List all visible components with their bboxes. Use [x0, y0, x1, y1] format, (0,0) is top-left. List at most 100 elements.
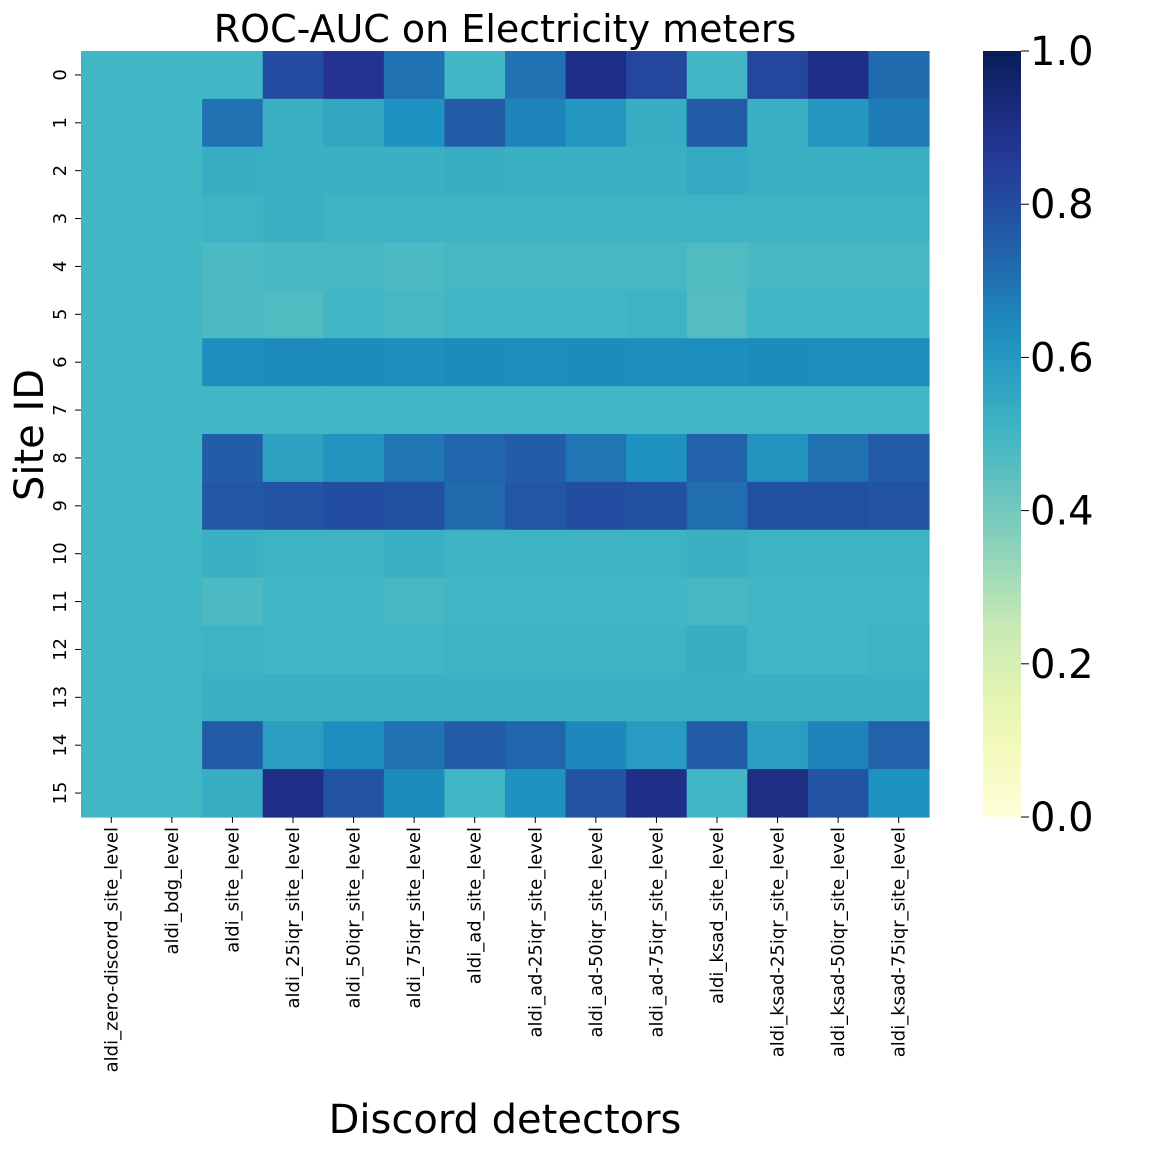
- heatmap-cell: [262, 194, 324, 244]
- heatmap-cell: [505, 51, 567, 100]
- heatmap-cell: [81, 386, 143, 435]
- x-tick-label: aldi_ksad-75iqr_site_level: [889, 827, 910, 1057]
- heatmap-cell: [686, 51, 748, 100]
- heatmap-cell: [565, 769, 627, 818]
- y-tick-label: 0: [50, 69, 71, 80]
- heatmap-cell: [747, 625, 809, 674]
- heatmap-cell: [141, 769, 203, 818]
- heatmap-cell: [807, 146, 870, 196]
- heatmap-cell: [505, 481, 567, 531]
- heatmap-cell: [747, 769, 809, 818]
- heatmap-cell: [505, 721, 567, 770]
- heatmap-cell: [444, 481, 506, 531]
- y-axis-label: Site ID: [7, 369, 53, 501]
- heatmap-cell: [505, 625, 567, 674]
- heatmap-cell: [626, 673, 688, 722]
- heatmap-cell: [81, 673, 143, 722]
- heatmap-cell: [686, 577, 748, 627]
- heatmap-cell: [747, 721, 809, 770]
- heatmap-cell: [868, 721, 930, 770]
- heatmap-cell: [626, 194, 688, 244]
- heatmap-cell: [565, 290, 627, 339]
- x-tick-label: aldi_zero-discord_site_level: [101, 827, 122, 1072]
- heatmap-cell: [202, 481, 264, 531]
- heatmap-cell: [444, 242, 506, 291]
- heatmap-cell: [807, 386, 870, 435]
- heatmap-cell: [202, 434, 264, 483]
- heatmap-cell: [383, 577, 446, 627]
- heatmap-cell: [505, 290, 567, 339]
- heatmap-cell: [686, 194, 748, 244]
- heatmap-cell: [868, 290, 930, 339]
- heatmap-cell: [383, 51, 446, 100]
- heatmap-cell: [747, 338, 809, 387]
- heatmap-cell: [444, 194, 506, 244]
- heatmap-cell: [81, 434, 143, 483]
- heatmap-cell: [868, 51, 930, 100]
- heatmap-cell: [262, 290, 324, 339]
- heatmap-cell: [323, 386, 385, 435]
- heatmap-cell: [202, 242, 264, 291]
- heatmap-cell: [383, 481, 446, 531]
- heatmap-cells: [81, 51, 930, 818]
- heatmap-cell: [262, 51, 324, 100]
- heatmap-cell: [202, 98, 264, 148]
- heatmap-cell: [505, 386, 567, 435]
- heatmap-cell: [868, 386, 930, 435]
- y-tick-label: 12: [50, 638, 71, 661]
- heatmap-cell: [323, 769, 385, 818]
- heatmap-cell: [626, 577, 688, 627]
- heatmap-cell: [868, 338, 930, 387]
- heatmap-cell: [626, 529, 688, 579]
- heatmap-cell: [807, 194, 870, 244]
- heatmap-cell: [262, 338, 324, 387]
- y-tick-label: 3: [50, 213, 71, 224]
- y-tick-label: 9: [50, 500, 71, 511]
- heatmap-cell: [505, 434, 567, 483]
- heatmap-cell: [505, 769, 567, 818]
- heatmap-cell: [626, 146, 688, 196]
- heatmap-cell: [262, 529, 324, 579]
- heatmap-cell: [565, 98, 627, 148]
- heatmap-cell: [565, 338, 627, 387]
- y-tick-label: 5: [50, 309, 71, 320]
- heatmap-cell: [262, 625, 324, 674]
- heatmap-cell: [444, 290, 506, 339]
- heatmap-cell: [202, 146, 264, 196]
- heatmap-cell: [505, 673, 567, 722]
- heatmap-cell: [81, 577, 143, 627]
- heatmap-cell: [807, 98, 870, 148]
- heatmap-cell: [565, 673, 627, 722]
- heatmap-cell: [565, 146, 627, 196]
- heatmap-cell: [141, 338, 203, 387]
- colorbar-tick-label: 0.2: [1030, 642, 1094, 688]
- heatmap-cell: [262, 721, 324, 770]
- heatmap-cell: [383, 769, 446, 818]
- heatmap-cell: [262, 434, 324, 483]
- heatmap-cell: [686, 338, 748, 387]
- heatmap-cell: [868, 769, 930, 818]
- heatmap-cell: [141, 434, 203, 483]
- heatmap-cell: [565, 577, 627, 627]
- heatmap-cell: [626, 98, 688, 148]
- heatmap-cell: [686, 529, 748, 579]
- heatmap-cell: [807, 242, 870, 291]
- y-tick-label: 11: [50, 590, 71, 613]
- heatmap-cell: [686, 769, 748, 818]
- heatmap-cell: [686, 98, 748, 148]
- heatmap-cell: [81, 625, 143, 674]
- heatmap-cell: [141, 146, 203, 196]
- y-tick-label: 8: [50, 452, 71, 463]
- heatmap-cell: [565, 529, 627, 579]
- heatmap-cell: [868, 242, 930, 291]
- heatmap-cell: [383, 386, 446, 435]
- heatmap-cell: [747, 242, 809, 291]
- y-tick-label: 15: [50, 782, 71, 805]
- heatmap-cell: [565, 625, 627, 674]
- heatmap-cell: [383, 146, 446, 196]
- chart-title: ROC-AUC on Electricity meters: [214, 7, 797, 51]
- heatmap-cell: [141, 386, 203, 435]
- heatmap-cell: [807, 51, 870, 100]
- heatmap-cell: [747, 146, 809, 196]
- heatmap-cell: [262, 386, 324, 435]
